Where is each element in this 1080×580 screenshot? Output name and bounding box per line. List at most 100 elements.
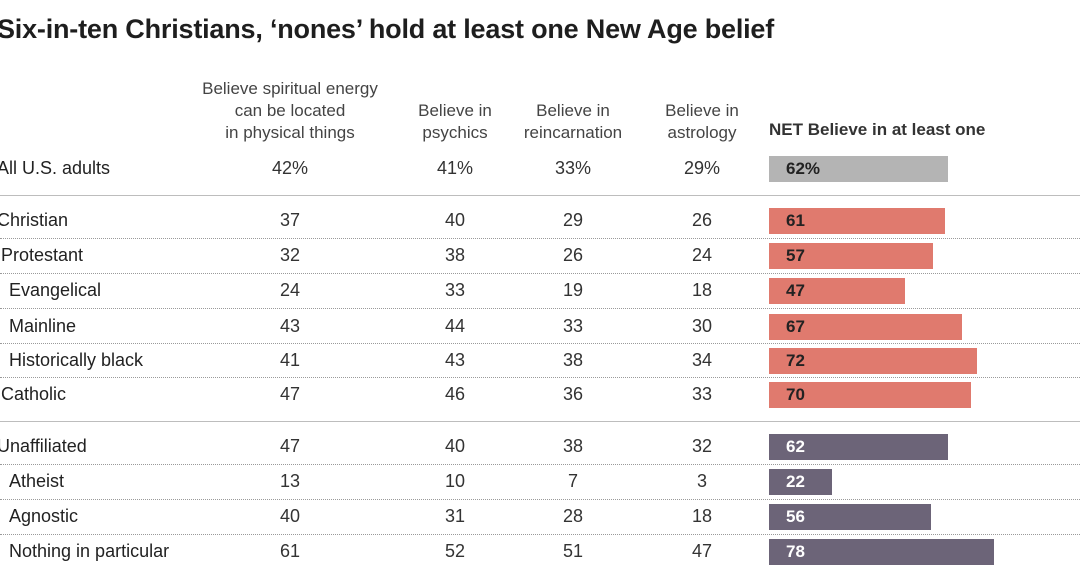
table-cell: 47 (691, 541, 713, 561)
table-cell: 41 (279, 350, 301, 370)
table-cell: 46 (444, 384, 466, 404)
table-cell: 61 (279, 541, 301, 561)
table-cell: 40 (444, 436, 466, 456)
table-cell: 19 (562, 280, 584, 300)
table-cell: 37 (279, 210, 301, 230)
chart-title: Six-in-ten Christians, ‘nones’ hold at l… (0, 14, 775, 44)
group-separator (0, 421, 1080, 422)
table-cell: 32 (279, 245, 301, 265)
table-cell: 42% (271, 158, 309, 178)
row-separator (0, 377, 1080, 378)
table-row: All U.S. adults 42% 41% 33% 29% 62% (0, 151, 1080, 185)
table-row: Mainline 43 44 33 30 67 (0, 309, 1080, 343)
net-bar (769, 434, 948, 460)
net-bar-label: 70 (786, 385, 805, 404)
table-cell: 33 (562, 316, 584, 336)
row-separator (0, 238, 1080, 239)
row-label: All U.S. adults (0, 158, 111, 178)
table-cell: 47 (279, 384, 301, 404)
row-label: Evangelical (9, 280, 102, 300)
table-cell: 24 (279, 280, 301, 300)
table-cell: 40 (444, 210, 466, 230)
table-row: Agnostic 40 31 28 18 56 (0, 499, 1080, 533)
net-bar-label: 61 (786, 211, 805, 230)
table-cell: 18 (691, 506, 713, 526)
net-bar (769, 278, 905, 304)
row-label: Protestant (1, 245, 84, 265)
table-cell: 34 (691, 350, 713, 370)
table-cell: 43 (444, 350, 466, 370)
table-cell: 26 (691, 210, 713, 230)
table-row: Christian 37 40 29 26 61 (0, 203, 1080, 237)
net-bar-label: 78 (786, 542, 805, 561)
table-cell: 43 (279, 316, 301, 336)
table-cell: 33 (444, 280, 466, 300)
row-separator (0, 464, 1080, 465)
table-cell: 33 (691, 384, 713, 404)
table-cell: 7 (567, 471, 578, 491)
table-cell: 30 (691, 316, 713, 336)
row-separator (0, 499, 1080, 500)
row-separator (0, 534, 1080, 535)
net-bar-label: 62% (786, 159, 821, 178)
net-bar-label: 62 (786, 437, 805, 456)
table-row: Nothing in particular 61 52 51 47 78 (0, 534, 1080, 568)
table-cell: 13 (279, 471, 301, 491)
net-bar (769, 348, 977, 374)
net-bar (769, 156, 948, 182)
table-cell: 18 (691, 280, 713, 300)
table-cell: 44 (444, 316, 466, 336)
net-bar-label: 22 (786, 472, 805, 491)
net-bar (769, 469, 833, 495)
net-bar (769, 208, 945, 234)
column-header-3: Believe in reincarnation (523, 101, 623, 142)
row-label: Christian (0, 210, 69, 230)
table-cell: 26 (562, 245, 584, 265)
net-bar (769, 243, 934, 269)
net-bar-label: 67 (786, 317, 805, 336)
table-cell: 31 (444, 506, 466, 526)
table-cell: 41% (436, 158, 474, 178)
table-row: Protestant 32 38 26 24 57 (0, 238, 1080, 272)
table-row: Unaffiliated 47 40 38 32 62 (0, 429, 1080, 463)
row-label: Historically black (9, 350, 144, 370)
net-bar (769, 539, 995, 565)
row-label: Unaffiliated (0, 436, 87, 456)
table-cell: 40 (279, 506, 301, 526)
net-bar-label: 56 (786, 507, 805, 526)
table-cell: 38 (444, 245, 466, 265)
table-cell: 33% (554, 158, 592, 178)
net-bar (769, 382, 971, 408)
table-row: Historically black 41 43 38 34 72 (0, 343, 1080, 377)
table-row: Catholic 47 46 36 33 70 (0, 377, 1080, 411)
table-cell: 29 (562, 210, 584, 230)
table-cell: 52 (444, 541, 466, 561)
row-label: Mainline (9, 316, 77, 336)
table-cell: 36 (562, 384, 584, 404)
row-separator (0, 273, 1080, 274)
table-cell: 10 (444, 471, 466, 491)
row-separator (0, 308, 1080, 309)
row-label: Atheist (9, 471, 65, 491)
table-row: Atheist 13 10 7 3 22 (0, 464, 1080, 498)
table-cell: 38 (562, 350, 584, 370)
table-cell: 51 (562, 541, 584, 561)
row-label: Agnostic (9, 506, 79, 526)
column-header-2: Believe in psychics (418, 101, 492, 142)
row-separator (0, 343, 1080, 344)
column-header-4: Believe in astrology (665, 101, 739, 142)
net-bar (769, 314, 963, 340)
net-bar-label: 72 (786, 351, 805, 370)
table-cell: 38 (562, 436, 584, 456)
table-cell: 29% (683, 158, 721, 178)
table-cell: 24 (691, 245, 713, 265)
row-label: Nothing in particular (9, 541, 170, 561)
column-header-1: Believe spiritual energy can be located … (202, 79, 378, 142)
net-bar-label: 47 (786, 281, 805, 300)
table-cell: 47 (279, 436, 301, 456)
net-column-header: NET Believe in at least one (769, 120, 986, 139)
group-separator (0, 195, 1080, 196)
table-cell: 32 (691, 436, 713, 456)
table-cell: 3 (696, 471, 707, 491)
row-label: Catholic (1, 384, 67, 404)
